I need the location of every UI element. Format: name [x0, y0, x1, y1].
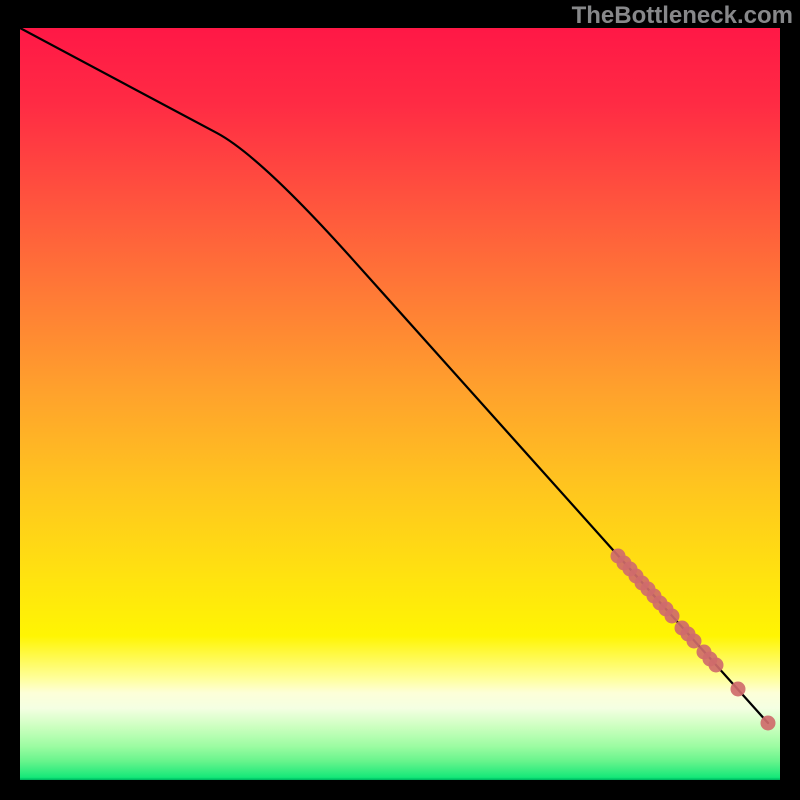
plot-area — [20, 28, 780, 788]
data-marker — [761, 716, 776, 731]
data-marker — [709, 658, 724, 673]
data-marker — [665, 609, 680, 624]
watermark-text: TheBottleneck.com — [572, 2, 793, 30]
data-marker — [731, 682, 746, 697]
chart-svg — [20, 28, 780, 788]
bottom-band — [20, 780, 780, 788]
gradient-background — [20, 28, 780, 788]
